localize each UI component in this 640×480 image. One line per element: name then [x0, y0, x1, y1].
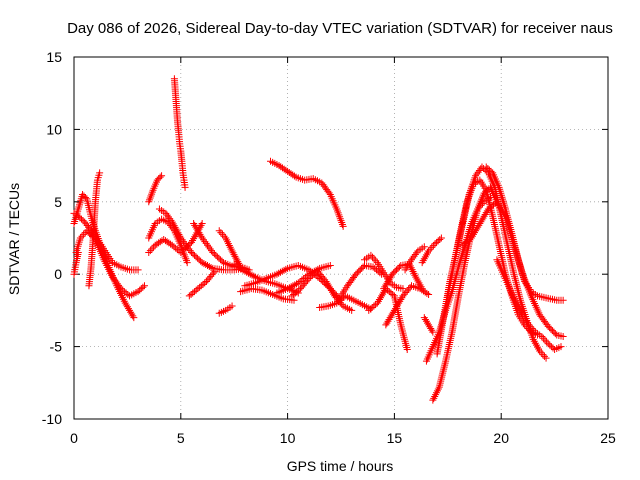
- y-tick-label: 5: [54, 194, 62, 210]
- data-point-markers: [288, 267, 356, 314]
- data-point-markers: [482, 163, 567, 304]
- data-point-markers: [420, 314, 437, 336]
- series-arc-29: [429, 183, 501, 404]
- plot-frame: [73, 56, 609, 420]
- series-arc-04: [85, 169, 104, 290]
- grid: [74, 57, 608, 419]
- series-arc-01: [70, 191, 142, 274]
- data-point-markers: [170, 75, 189, 191]
- series-arc-07: [145, 172, 166, 206]
- y-tick-label: 15: [46, 49, 62, 65]
- data-point-markers: [401, 243, 428, 274]
- chart-title: Day 086 of 2026, Sidereal Day-to-day VTE…: [67, 20, 613, 37]
- data-point-markers: [267, 157, 347, 230]
- series-arc-21: [316, 292, 375, 313]
- x-axis-label: GPS time / hours: [287, 458, 394, 474]
- data-point-markers: [70, 248, 82, 278]
- data-point-markers: [418, 234, 445, 267]
- series-arc-13: [215, 302, 236, 317]
- series-arc-33: [482, 163, 567, 304]
- axis-ticks: [73, 56, 609, 420]
- x-tick-label: 25: [600, 430, 616, 446]
- series-arc-18: [267, 157, 347, 230]
- data-point-markers: [85, 169, 104, 290]
- series-arc-20: [288, 267, 356, 314]
- x-tick-label: 10: [280, 430, 296, 446]
- x-tick-label: 0: [70, 430, 78, 446]
- data-point-markers: [70, 191, 142, 274]
- data-point-markers: [382, 282, 433, 329]
- data-point-markers: [337, 262, 386, 300]
- data-point-markers: [493, 256, 565, 353]
- data-point-markers: [190, 220, 238, 271]
- data-point-markers: [429, 183, 501, 404]
- x-tick-label: 20: [493, 430, 509, 446]
- y-tick-label: 0: [54, 266, 62, 282]
- y-tick-label: -10: [42, 411, 62, 427]
- series-arc-08: [170, 75, 189, 191]
- x-tick-labels: 0 5 10 15 20 25: [70, 430, 616, 446]
- series-arc-22: [337, 262, 386, 300]
- series-arc-12: [185, 267, 219, 300]
- series-arc-25: [382, 282, 433, 329]
- data-point-markers: [185, 267, 219, 300]
- series-arc-36: [420, 314, 437, 336]
- data-point-markers: [316, 292, 375, 313]
- x-tick-label: 15: [387, 430, 403, 446]
- y-tick-label: 10: [46, 121, 62, 137]
- series-arc-35: [418, 234, 445, 267]
- data-point-markers: [145, 172, 166, 206]
- y-tick-labels: -10 -5 0 5 10 15: [42, 49, 62, 427]
- data-point-markers: [215, 302, 236, 317]
- data-points: [70, 75, 567, 404]
- series-arc-05: [70, 248, 82, 278]
- x-tick-label: 5: [177, 430, 185, 446]
- series-arc-11: [190, 220, 238, 271]
- series-arc-34: [493, 256, 565, 353]
- y-tick-label: -5: [50, 339, 63, 355]
- y-axis-label: SDTVAR / TECUs: [6, 183, 22, 295]
- series-arc-27: [401, 243, 428, 274]
